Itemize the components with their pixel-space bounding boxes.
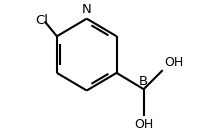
Text: Cl: Cl: [35, 14, 48, 26]
Text: OH: OH: [134, 118, 153, 131]
Text: N: N: [82, 3, 92, 16]
Text: B: B: [139, 75, 148, 88]
Text: OH: OH: [164, 56, 183, 69]
